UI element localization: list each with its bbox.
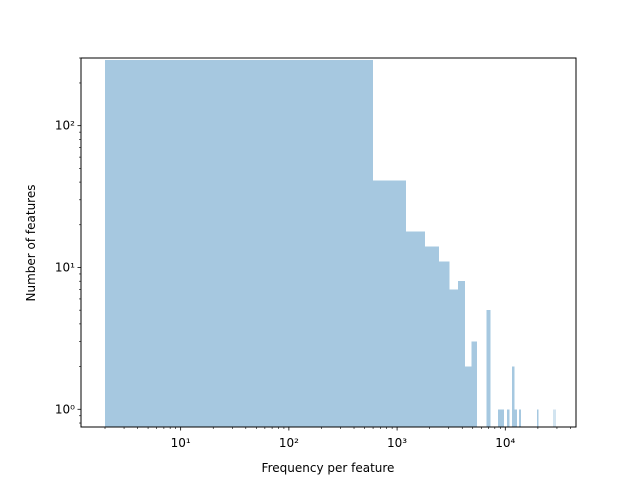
histogram-bar	[425, 246, 439, 427]
histogram-bar	[373, 180, 407, 427]
axes-frame	[80, 57, 577, 428]
x-tick-label: 10⁴	[495, 436, 515, 450]
histogram-bar	[506, 409, 510, 427]
histogram-bar	[537, 409, 539, 427]
histogram-bar	[406, 231, 426, 427]
histogram-bar	[471, 341, 478, 427]
axes-layer: 10¹ 10² 10³ 10⁴ 10⁰ 10¹ 10²	[55, 57, 577, 450]
histogram-bar	[512, 366, 515, 427]
histogram-bar	[514, 409, 517, 427]
y-tick-label: 10²	[55, 119, 75, 133]
histogram-bar	[553, 409, 555, 427]
histogram-bar	[465, 366, 472, 427]
histogram-bar	[501, 409, 505, 427]
bars-layer	[105, 60, 557, 427]
x-tick-label: 10¹	[171, 436, 191, 450]
histogram-bar	[486, 310, 491, 427]
y-axis-label: Number of features	[24, 185, 38, 302]
histogram-bar	[457, 281, 466, 427]
y-tick-label: 10⁰	[55, 402, 75, 416]
histogram-bar	[105, 60, 374, 427]
histogram-bar	[438, 261, 450, 427]
histogram-bar	[519, 409, 522, 427]
histogram-bar	[497, 409, 502, 427]
x-axis-label: Frequency per feature	[262, 461, 395, 475]
histogram-bar	[449, 289, 458, 427]
histogram-bar	[555, 409, 557, 427]
x-tick-label: 10²	[279, 436, 299, 450]
y-tick-label: 10¹	[55, 260, 75, 274]
x-tick-label: 10³	[387, 436, 407, 450]
